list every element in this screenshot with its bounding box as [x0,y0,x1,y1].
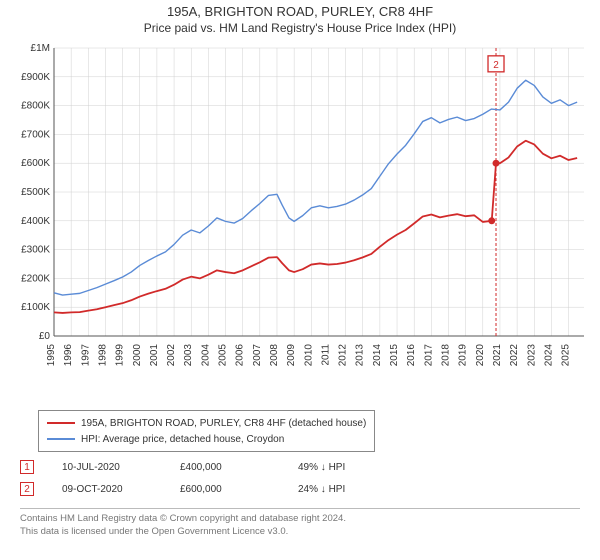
svg-text:2003: 2003 [183,344,194,367]
transaction-row: 2 09-OCT-2020 £600,000 24% ↓ HPI [20,478,580,500]
legend-label: 195A, BRIGHTON ROAD, PURLEY, CR8 4HF (de… [81,418,366,429]
svg-text:£1M: £1M [31,43,50,54]
title-block: 195A, BRIGHTON ROAD, PURLEY, CR8 4HF Pri… [0,0,600,35]
svg-text:2024: 2024 [543,344,554,367]
transactions-table: 1 10-JUL-2020 £400,000 49% ↓ HPI 2 09-OC… [20,456,580,500]
transaction-vs-hpi: 49% ↓ HPI [298,462,388,473]
title-sub: Price paid vs. HM Land Registry's House … [0,21,600,35]
title-main: 195A, BRIGHTON ROAD, PURLEY, CR8 4HF [0,4,600,19]
svg-text:2023: 2023 [526,344,537,367]
svg-text:£200K: £200K [21,273,50,284]
svg-text:£500K: £500K [21,187,50,198]
svg-text:2006: 2006 [235,344,246,367]
legend-row: 195A, BRIGHTON ROAD, PURLEY, CR8 4HF (de… [47,415,366,431]
svg-text:2014: 2014 [372,344,383,367]
svg-text:2: 2 [493,60,499,71]
legend-swatch [47,438,75,440]
svg-text:2007: 2007 [252,344,263,367]
legend: 195A, BRIGHTON ROAD, PURLEY, CR8 4HF (de… [38,410,375,452]
svg-text:£900K: £900K [21,72,50,83]
svg-text:2020: 2020 [475,344,486,367]
svg-text:2011: 2011 [320,344,331,366]
svg-text:£0: £0 [39,331,51,342]
transaction-price: £400,000 [180,462,270,473]
svg-text:2005: 2005 [218,344,229,367]
transaction-marker-icon: 2 [20,482,34,496]
svg-text:1995: 1995 [46,344,57,367]
chart-svg: £0 £100K £200K £300K £400K £500K £600K £700K £80… [10,42,590,402]
svg-text:£700K: £700K [21,129,50,140]
svg-text:2017: 2017 [423,344,434,367]
svg-text:2004: 2004 [200,344,211,367]
transaction-date: 09-OCT-2020 [62,484,152,495]
svg-text:£100K: £100K [21,302,50,313]
footer-line: This data is licensed under the Open Gov… [20,526,580,539]
svg-text:2022: 2022 [509,344,520,367]
svg-text:2021: 2021 [492,344,503,367]
svg-text:£600K: £600K [21,158,50,169]
svg-text:2016: 2016 [406,344,417,367]
transaction-row: 1 10-JUL-2020 £400,000 49% ↓ HPI [20,456,580,478]
svg-text:2013: 2013 [355,344,366,367]
svg-text:1996: 1996 [63,344,74,367]
transaction-vs-hpi: 24% ↓ HPI [298,484,388,495]
legend-label: HPI: Average price, detached house, Croy… [81,434,284,445]
svg-text:1999: 1999 [115,344,126,367]
svg-text:1998: 1998 [97,344,108,367]
transaction-price: £600,000 [180,484,270,495]
legend-swatch [47,422,75,424]
chart-area: £0 £100K £200K £300K £400K £500K £600K £700K £80… [10,42,590,402]
svg-text:£400K: £400K [21,216,50,227]
svg-text:2012: 2012 [338,344,349,367]
svg-text:2002: 2002 [166,344,177,367]
svg-text:2025: 2025 [561,344,572,367]
svg-text:2015: 2015 [389,344,400,367]
svg-text:£800K: £800K [21,101,50,112]
svg-text:2010: 2010 [303,344,314,367]
svg-text:2018: 2018 [440,344,451,367]
svg-text:2000: 2000 [132,344,143,367]
legend-row: HPI: Average price, detached house, Croy… [47,431,366,447]
footer-line: Contains HM Land Registry data © Crown c… [20,513,580,526]
svg-text:2009: 2009 [286,344,297,367]
svg-text:1997: 1997 [80,344,91,367]
transaction-marker-icon: 1 [20,460,34,474]
footer: Contains HM Land Registry data © Crown c… [20,508,580,539]
svg-text:2019: 2019 [458,344,469,367]
svg-text:2001: 2001 [149,344,160,367]
svg-text:2008: 2008 [269,344,280,367]
svg-text:£300K: £300K [21,245,50,256]
transaction-date: 10-JUL-2020 [62,462,152,473]
